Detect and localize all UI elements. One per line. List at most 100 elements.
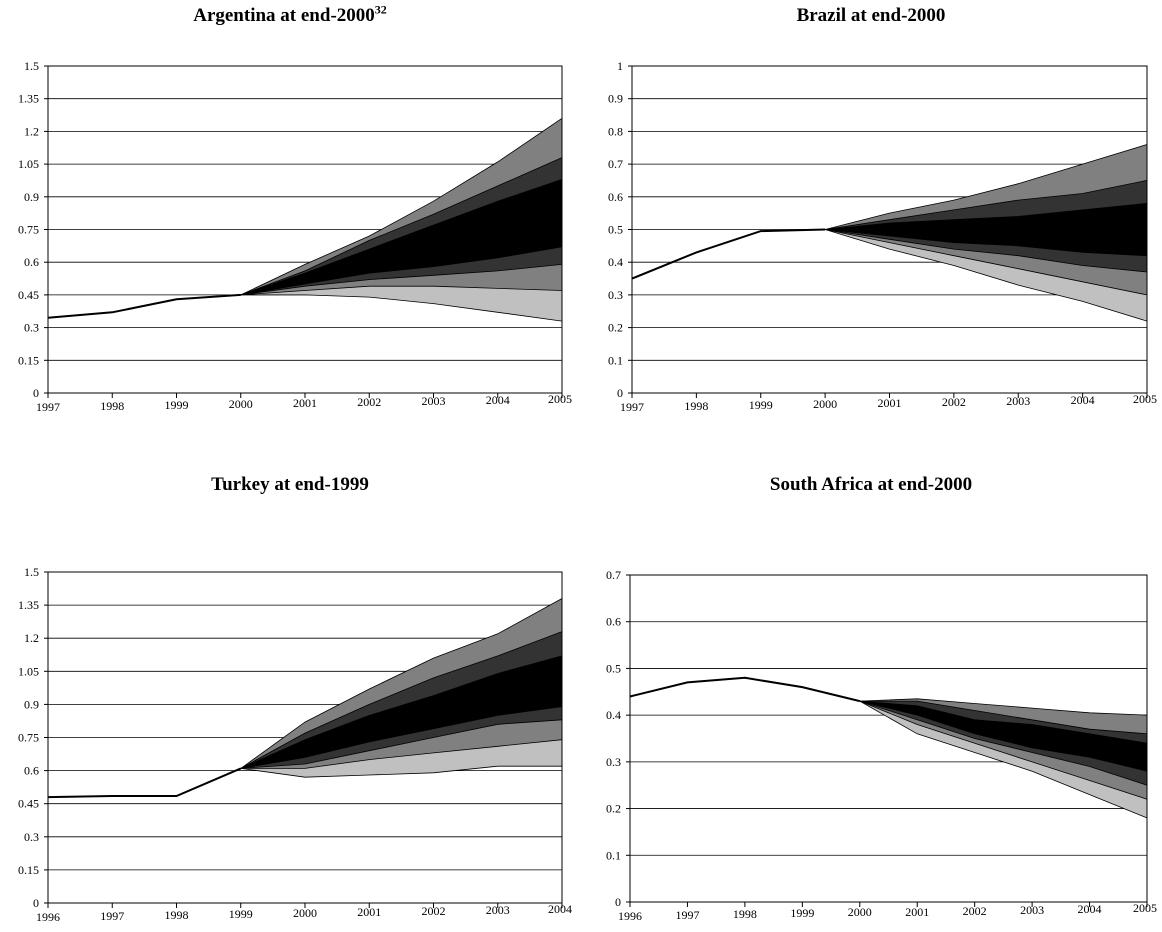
y-tick-label: 0.8	[608, 124, 623, 138]
y-tick-label: 0	[615, 895, 621, 909]
x-tick-label: 2001	[905, 905, 929, 919]
y-tick-label: 0.45	[18, 288, 39, 302]
y-tick-label: 0.4	[606, 708, 621, 722]
y-tick-label: 1	[617, 59, 623, 73]
chart-title-turkey: Turkey at end-1999	[211, 474, 369, 495]
plot-frame	[629, 574, 1148, 903]
fan-boundary	[859, 700, 1148, 735]
y-tick-label: 0	[617, 386, 623, 400]
y-tick-label: 0.3	[24, 830, 39, 844]
y-tick-label: 0.2	[606, 802, 621, 816]
x-tick-label: 2002	[357, 395, 381, 409]
x-tick-label: 2005	[548, 392, 572, 406]
fan-boundary	[240, 655, 563, 769]
x-tick-label: 1997	[675, 908, 699, 922]
y-tick-label: 0.5	[606, 661, 621, 675]
x-tick-label: 2003	[1006, 394, 1030, 408]
fan-boundary	[240, 670, 563, 769]
y-tick-label: 0.15	[18, 353, 39, 367]
fan-boundary	[240, 294, 563, 322]
y-tick-label: 0.15	[18, 863, 39, 877]
fan-boundary	[240, 246, 563, 296]
x-tick-label: 2001	[878, 396, 902, 410]
fan-boundary	[825, 180, 1148, 230]
x-tick-label: 1997	[36, 400, 60, 414]
y-tick-label: 1.05	[18, 664, 39, 678]
fan-boundary	[825, 229, 1148, 296]
y-tick-label: 0.9	[24, 190, 39, 204]
x-tick-label: 1998	[165, 908, 189, 922]
chart-panel-south-africa: South Africa at end-2000 0 0.1 0.2 0.3 0.4 0.…	[580, 470, 1162, 932]
fan-band	[825, 180, 1147, 230]
chart-brazil: 0 0.1 0.2 0.3 0.4 0.5 0.6 0.7 0.8 0.9 1 1997 1998 199…	[608, 59, 1157, 414]
fan-boundary	[240, 719, 563, 769]
fan-boundary	[240, 765, 562, 778]
y-tick-label: 0.4	[608, 255, 623, 269]
history-line	[629, 676, 861, 703]
fan-band	[859, 701, 1147, 786]
y-tick-label: 0.75	[18, 731, 39, 745]
x-tick-label: 1996	[36, 910, 60, 924]
y-tick-label: 0.1	[606, 848, 621, 862]
fan-band	[859, 701, 1147, 772]
x-tick-label: 2000	[813, 397, 837, 411]
fan-boundary	[240, 117, 563, 296]
fan-boundary	[240, 706, 563, 769]
y-tick-label: 1.35	[18, 92, 39, 106]
fan-boundary	[859, 700, 1148, 786]
fan-band	[240, 286, 563, 322]
chart-south-africa: 0 0.1 0.2 0.3 0.4 0.5 0.6 0.7 1996 1997 1998 1999 20…	[606, 568, 1157, 923]
x-tick-label: 2003	[1020, 903, 1044, 917]
fan-band	[825, 229, 1147, 322]
y-tick-label: 0.5	[608, 223, 623, 237]
history-line	[47, 767, 242, 799]
x-tick-label: 2005	[1133, 392, 1157, 406]
title-footnote: 32	[374, 2, 387, 17]
x-tick-label: 1998	[684, 399, 708, 413]
fan-boundary	[240, 598, 563, 769]
chart-turkey: 0 0.15 0.3 0.45 0.6 0.75 0.9 1.05 1.2 1.35 1.5 1996…	[18, 565, 572, 924]
fan-band	[240, 706, 563, 769]
y-tick-label: 0.3	[606, 755, 621, 769]
history-line	[631, 228, 826, 280]
fan-band	[825, 144, 1147, 230]
y-tick-label: 1.05	[18, 157, 39, 171]
y-tick-label: 0.6	[606, 615, 621, 629]
chart-panel-argentina: Argentina at end-200032 0 0.15 0.3 0.45 0.6 0…	[0, 0, 580, 440]
fan-band	[859, 701, 1147, 800]
fan-boundary	[240, 157, 563, 296]
fan-boundary	[825, 229, 1148, 273]
y-tick-label: 0.45	[18, 797, 39, 811]
fan-boundary	[825, 222, 1147, 230]
fan-band	[240, 598, 563, 769]
fan-band	[240, 655, 563, 769]
x-tick-label: 2000	[293, 906, 317, 920]
x-tick-label: 1999	[749, 398, 773, 412]
x-tick-label: 1997	[100, 909, 124, 923]
fan-band	[240, 631, 563, 769]
x-tick-label: 2001	[357, 905, 381, 919]
fan-boundary	[859, 700, 1148, 772]
fan-boundary	[859, 700, 1148, 744]
x-tick-label: 2001	[293, 396, 317, 410]
x-tick-label: 2000	[848, 905, 872, 919]
x-tick-label: 1999	[165, 398, 189, 412]
fan-boundary	[240, 739, 563, 769]
chart-title-south-africa: South Africa at end-2000	[769, 474, 973, 495]
x-tick-label: 2002	[942, 395, 966, 409]
x-tick-label: 2000	[229, 397, 253, 411]
y-tick-label: 0.6	[24, 255, 39, 269]
y-tick-label: 0	[33, 896, 39, 910]
y-tick-label: 0.7	[606, 568, 621, 582]
x-tick-label: 1999	[229, 907, 253, 921]
fan-boundary	[240, 264, 563, 296]
fan-band	[825, 203, 1147, 230]
y-tick-label: 1.5	[24, 565, 39, 579]
history-line	[47, 293, 241, 319]
chart-panel-turkey: Turkey at end-1999 0 0.15 0.3 0.45 0.6 0.75 0.…	[0, 470, 580, 932]
fan-band	[240, 671, 563, 769]
fan-band	[240, 246, 563, 295]
chart-panel-brazil: Brazil at end-2000 0 0.1 0.2 0.3 0.4 0.5 0.6 0.…	[580, 0, 1162, 440]
y-tick-label: 0.6	[608, 190, 623, 204]
x-tick-label: 1998	[733, 907, 757, 921]
